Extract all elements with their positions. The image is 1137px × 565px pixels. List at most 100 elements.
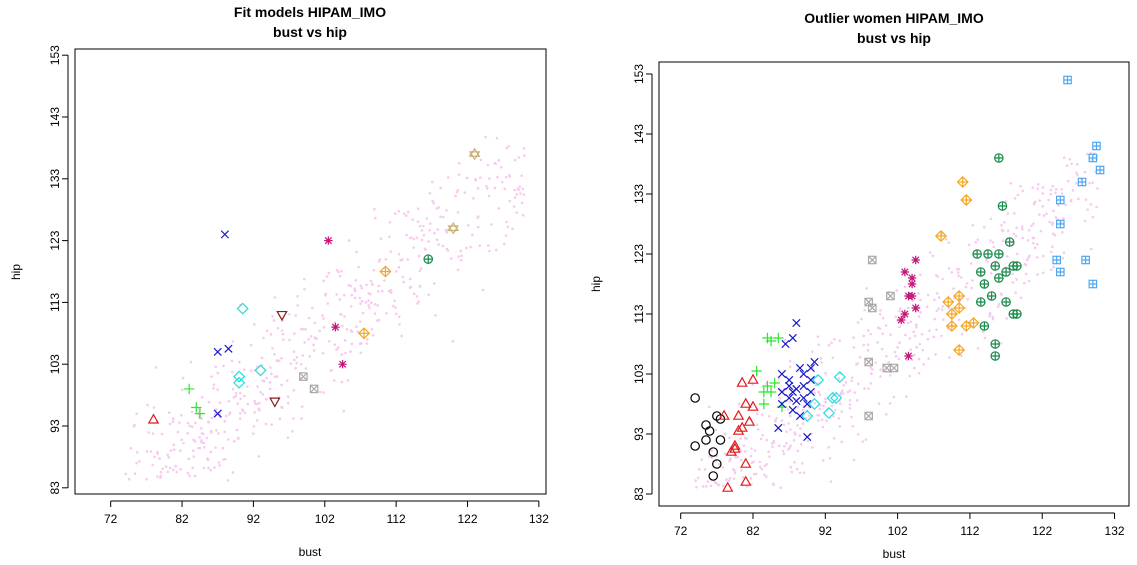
chart-1-cloud-point <box>214 365 218 369</box>
chart-2-cloud-point <box>856 321 860 324</box>
chart-2-point-triangle <box>721 481 734 492</box>
chart-1-cloud-point <box>432 282 436 285</box>
chart-2-cloud-point <box>1020 225 1024 228</box>
chart-1-point-diamond <box>233 376 246 389</box>
chart-1-cloud-point <box>350 293 354 297</box>
chart-2-cloud-point <box>1086 208 1090 211</box>
chart-1-cloud-point <box>304 367 308 370</box>
chart-1-cloud-point <box>435 238 439 242</box>
chart-1-cloud-point <box>520 201 524 205</box>
chart-1-cloud-point <box>324 293 327 297</box>
chart-2-cloud-point <box>1085 152 1089 156</box>
chart-1-cloud-point <box>313 321 317 325</box>
chart-2-cloud-point <box>1024 272 1028 276</box>
chart-1-cloud-point <box>327 271 331 275</box>
chart-2-cloud-point <box>763 473 766 477</box>
chart-2-cloud-point <box>717 483 721 487</box>
chart-2-cloud-point <box>885 354 888 358</box>
chart-1-cloud-point <box>338 274 342 278</box>
chart-2-cloud-point <box>850 415 853 419</box>
chart-1-cloud-point <box>325 275 329 278</box>
chart-2-cloud-point <box>1035 242 1039 246</box>
chart-1-cloud-point <box>349 284 353 288</box>
chart-2-cloud-point <box>852 458 856 462</box>
chart-1-cloud-point <box>424 248 427 252</box>
chart-2-cloud-point <box>858 355 862 359</box>
chart-2-cloud-point <box>928 251 932 254</box>
chart-2-cloud-point <box>974 241 978 244</box>
chart-1-cloud-point <box>299 362 303 366</box>
chart-1-point-circle-plus <box>423 254 434 264</box>
chart-2-point-diamond <box>812 373 825 387</box>
chart-1-cloud-point <box>397 265 401 269</box>
chart-1-cloud-point <box>191 466 194 470</box>
chart-1-cloud-point <box>226 438 230 441</box>
chart-1-point-x <box>224 344 233 353</box>
chart-2-cloud-point <box>888 374 892 377</box>
chart-1-cloud-point <box>333 343 337 346</box>
chart-2-cloud-point <box>1041 192 1045 195</box>
chart-1-cloud-point <box>288 313 291 316</box>
chart-2-point-x <box>785 393 794 403</box>
chart-1-cloud-point <box>217 432 220 435</box>
chart-2-point-star <box>904 351 913 361</box>
chart-2-point-circle <box>708 447 719 457</box>
chart-2-point-circle-plus <box>1012 309 1022 319</box>
chart-1-cloud-point <box>286 395 290 399</box>
chart-2-cloud-point <box>751 383 755 386</box>
chart-1-point-diamond <box>233 370 246 383</box>
chart-2-cloud-point <box>798 471 802 475</box>
chart-1-cloud-point <box>280 329 284 332</box>
chart-2-point-star <box>907 273 917 283</box>
chart-2-cloud-point <box>999 292 1003 296</box>
chart-1-cloud-point <box>231 340 235 343</box>
chart-2-cloud-point <box>739 437 742 440</box>
chart-1-cloud-point <box>192 455 196 458</box>
chart-1-cloud-point <box>373 312 377 315</box>
chart-2-cloud-point <box>1027 256 1030 260</box>
chart-1-point-triangle-down <box>269 397 281 408</box>
chart-1-cloud-point <box>231 387 235 391</box>
chart-2-cloud-point <box>792 439 796 442</box>
chart-1-cloud-point <box>420 229 424 232</box>
chart-1-cloud-point <box>513 188 516 192</box>
chart-2-cloud-point <box>701 485 705 488</box>
chart-1-cloud-point <box>460 254 463 258</box>
chart-1-cloud-point <box>166 470 170 474</box>
chart-1-cloud-point <box>394 312 398 316</box>
chart-2-cloud-point <box>1060 188 1064 191</box>
chart-1-cloud-point <box>372 268 376 272</box>
chart-1-cloud-point <box>377 318 381 322</box>
chart-1-cloud-point <box>488 249 491 253</box>
chart-1-y-tick-label: 123 <box>48 230 62 250</box>
chart-2-cloud-point <box>788 414 792 418</box>
chart-1-cloud-point <box>282 338 285 341</box>
chart-2-cloud-point <box>1071 189 1075 192</box>
chart-2-cloud-point <box>935 291 939 295</box>
chart-2-point-star <box>911 255 920 265</box>
chart-2-point-x <box>795 363 805 373</box>
chart-2-cloud-point <box>813 402 817 405</box>
chart-1-cloud-point <box>151 463 155 467</box>
chart-1-cloud-point <box>272 319 276 322</box>
chart-1-cloud-point <box>200 395 204 399</box>
chart-2-cloud-point <box>1027 229 1031 232</box>
chart-1-cloud-point <box>210 416 214 420</box>
chart-2-cloud-point <box>933 298 936 302</box>
chart-2-cloud-point <box>915 345 918 349</box>
chart-1-cloud-point <box>192 449 195 453</box>
chart-2-cloud-point <box>771 445 774 449</box>
chart-2-cloud-point <box>909 348 912 351</box>
chart-2-point-triangle <box>732 409 745 420</box>
chart-2-cloud-point <box>933 317 936 321</box>
chart-1-cloud-point <box>160 432 164 436</box>
chart-1-cloud-point <box>465 246 468 250</box>
chart-1-cloud-point <box>456 188 460 192</box>
chart-2-cloud-point <box>936 275 940 278</box>
chart-2-cloud-point <box>982 330 985 334</box>
chart-2-cloud-point <box>917 315 921 318</box>
chart-2-cloud-point <box>1041 205 1045 208</box>
chart-1-cloud-point <box>180 388 184 392</box>
chart-2-cloud-point <box>1083 170 1087 174</box>
chart-1-cloud-point <box>336 346 340 349</box>
